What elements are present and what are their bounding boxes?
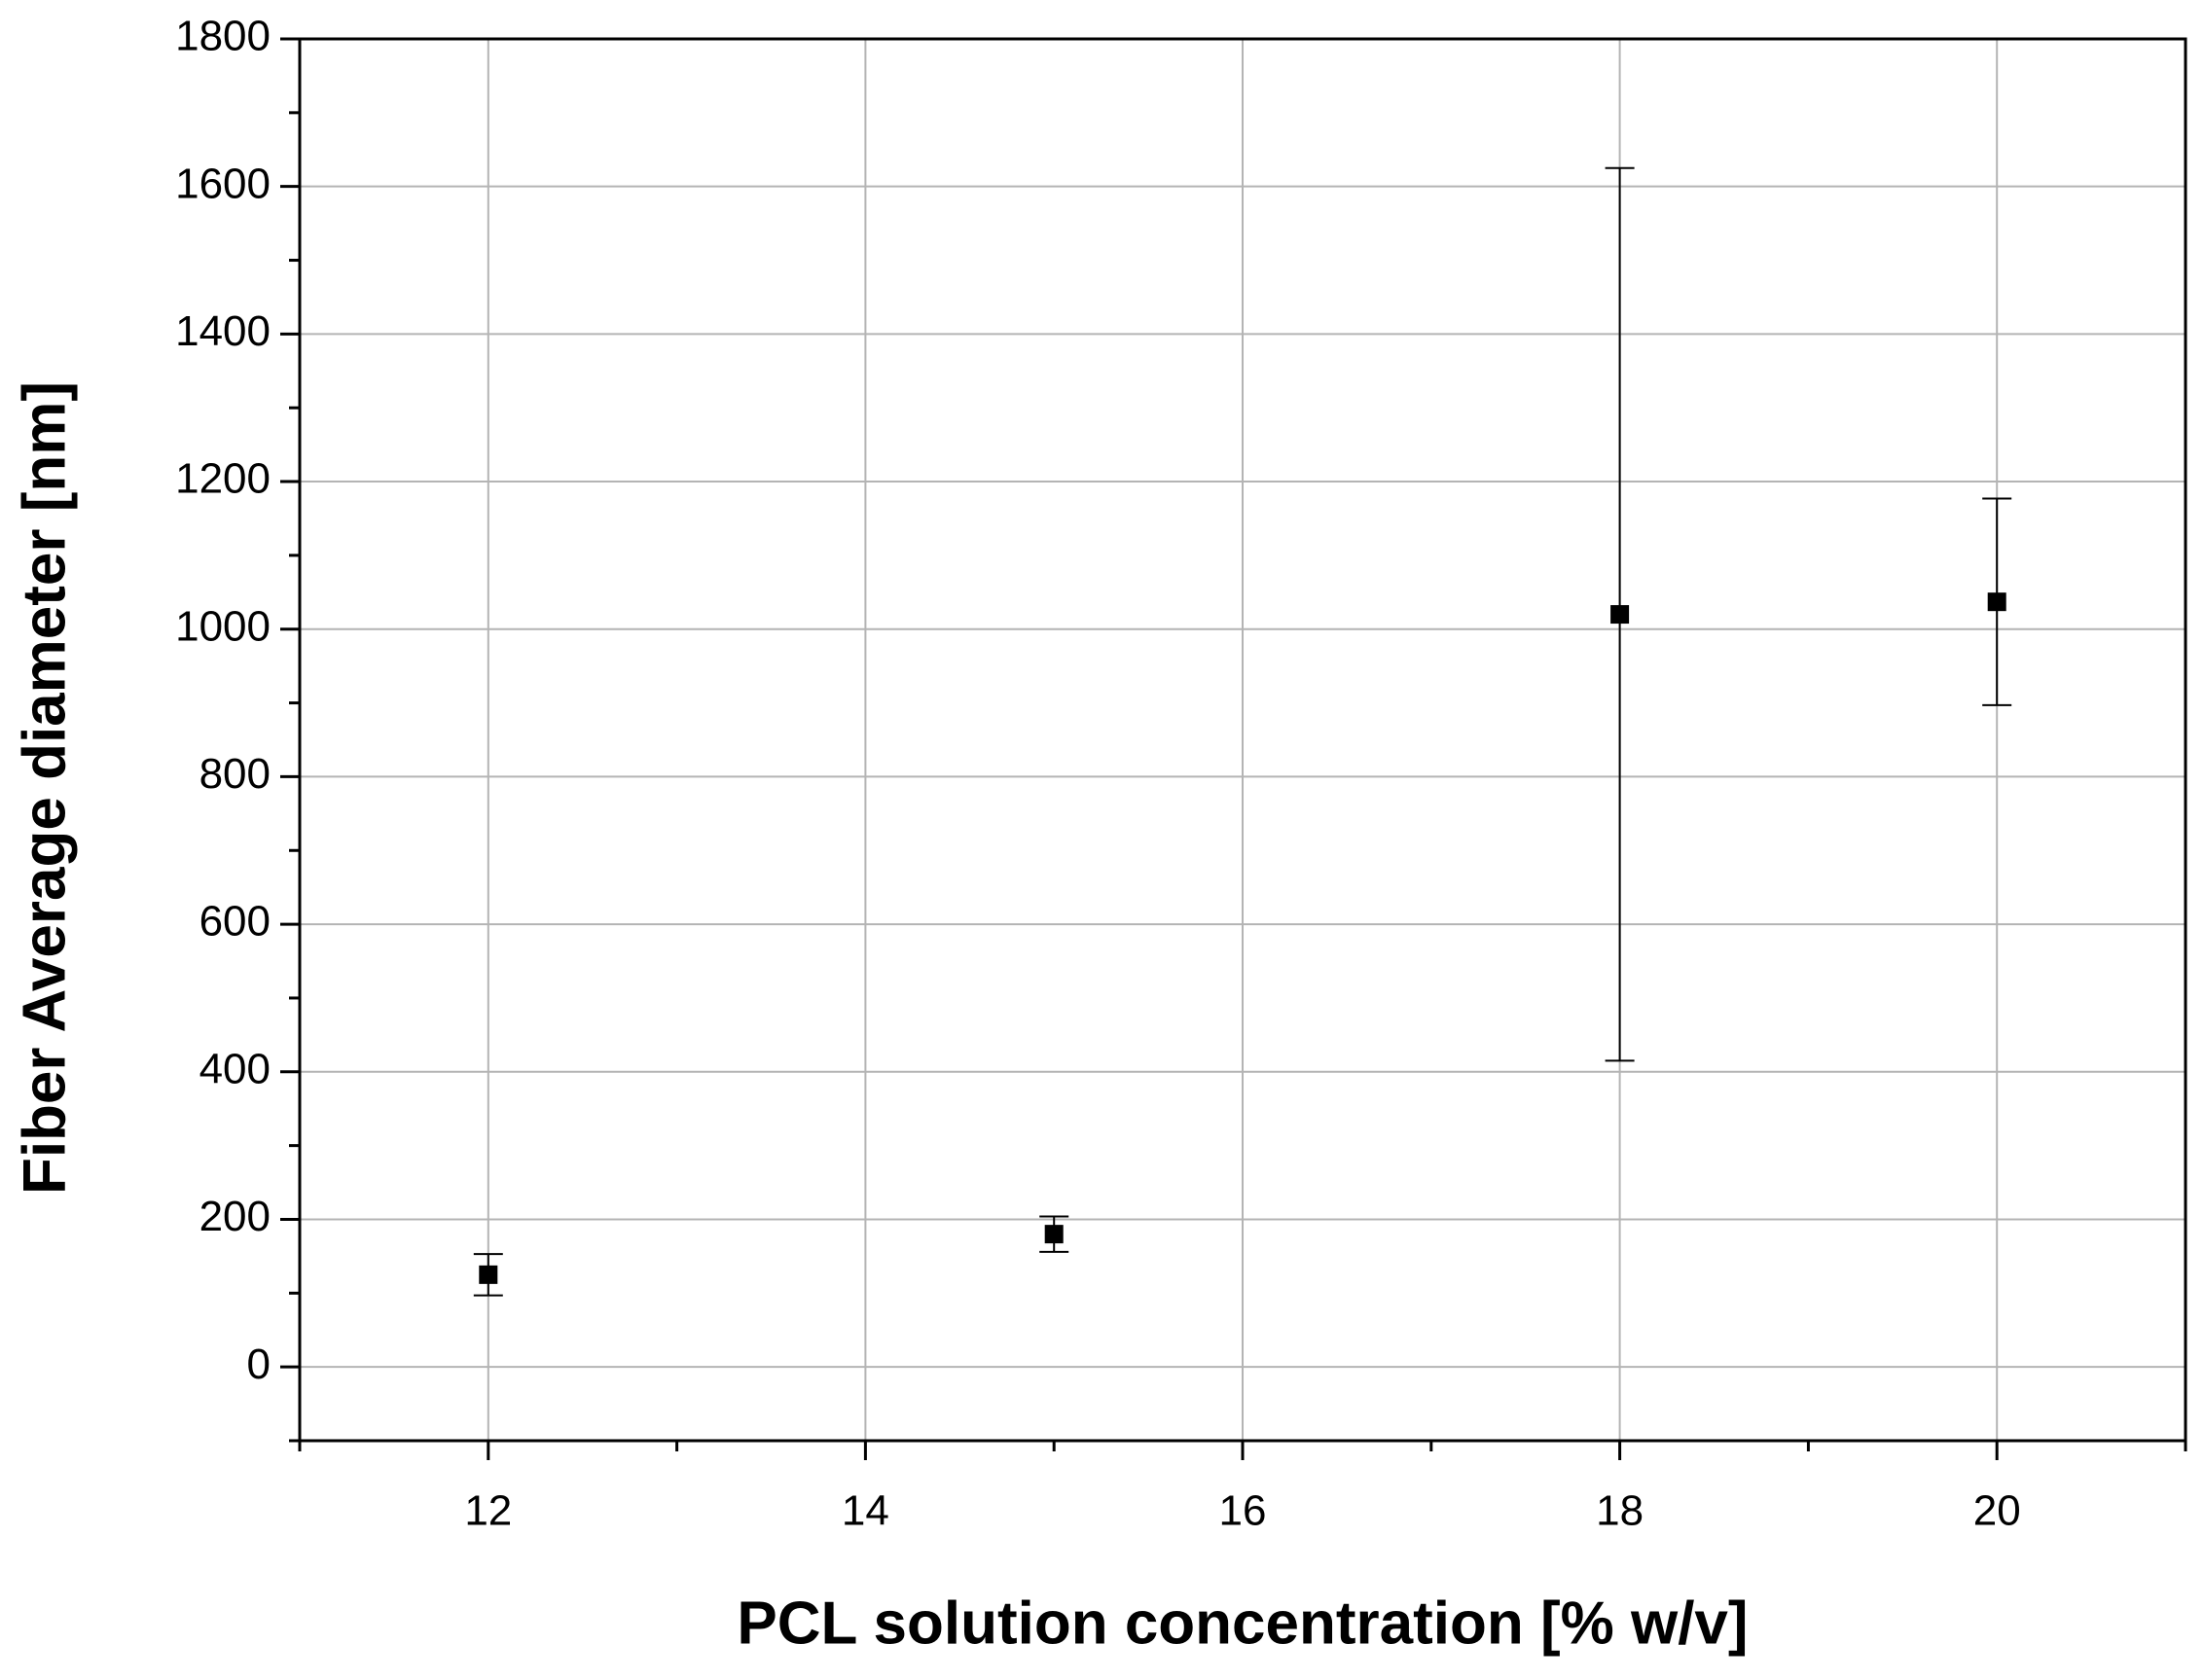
y-tick-label: 200	[199, 1193, 271, 1240]
data-point	[479, 1265, 498, 1284]
y-tick-label: 400	[199, 1045, 271, 1092]
y-tick-label: 1400	[175, 307, 271, 355]
data-point	[1044, 1225, 1064, 1244]
x-tick-label: 12	[464, 1487, 512, 1535]
y-tick-label: 600	[199, 898, 271, 946]
y-tick-label: 1600	[175, 160, 271, 207]
y-tick-label: 1800	[175, 13, 271, 60]
x-axis-label: PCL solution concentration [% w/v]	[737, 1590, 1748, 1657]
y-tick-label: 1000	[175, 602, 271, 650]
data-point	[1987, 592, 2006, 612]
x-tick-label: 20	[1973, 1487, 2021, 1535]
data-point	[1610, 605, 1630, 625]
x-tick-label: 18	[1596, 1487, 1644, 1535]
x-tick-label: 14	[842, 1487, 889, 1535]
y-axis-label: Fiber Average diameter [nm]	[11, 381, 78, 1195]
y-tick-label: 800	[199, 750, 271, 798]
y-tick-label: 1200	[175, 455, 271, 503]
y-tick-label: 0	[247, 1340, 271, 1388]
x-tick-label: 16	[1219, 1487, 1267, 1535]
